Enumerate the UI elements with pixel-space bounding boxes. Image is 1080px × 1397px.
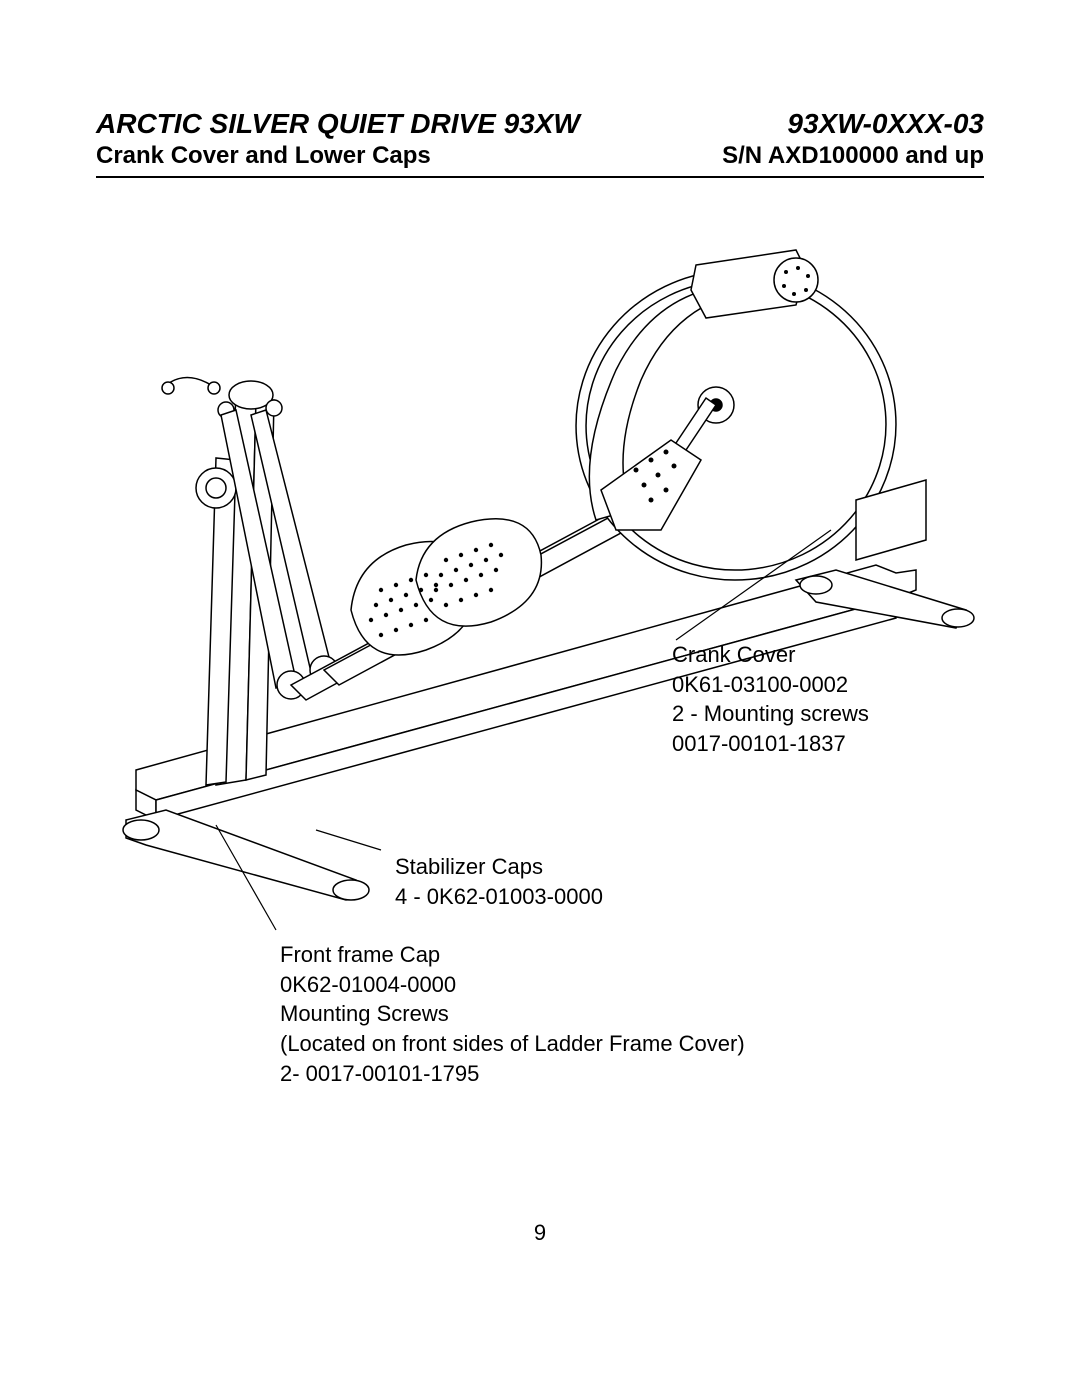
header-top-row: ARCTIC SILVER QUIET DRIVE 93XW 93XW-0XXX… (96, 108, 984, 140)
callout-stabilizer-caps: Stabilizer Caps 4 - 0K62-01003-0000 (395, 852, 603, 911)
diagram-svg (96, 210, 984, 930)
callout-line: Stabilizer Caps (395, 852, 603, 882)
parts-diagram (96, 210, 984, 930)
title-right: 93XW-0XXX-03 (787, 108, 984, 140)
callout-line: Crank Cover (672, 640, 869, 670)
callout-line: 2 - Mounting screws (672, 699, 869, 729)
callout-line: 0K62-01004-0000 (280, 970, 745, 1000)
page-header: ARCTIC SILVER QUIET DRIVE 93XW 93XW-0XXX… (96, 108, 984, 170)
subtitle-right: S/N AXD100000 and up (722, 142, 984, 170)
callout-line: 0K61-03100-0002 (672, 670, 869, 700)
header-rule (96, 176, 984, 178)
page: ARCTIC SILVER QUIET DRIVE 93XW 93XW-0XXX… (0, 0, 1080, 1397)
callout-line: (Located on front sides of Ladder Frame … (280, 1029, 745, 1059)
callout-line: Front frame Cap (280, 940, 745, 970)
title-left: ARCTIC SILVER QUIET DRIVE 93XW (96, 108, 580, 140)
callout-line: 0017-00101-1837 (672, 729, 869, 759)
callout-line: Mounting Screws (280, 999, 745, 1029)
callout-line: 4 - 0K62-01003-0000 (395, 882, 603, 912)
header-sub-row: Crank Cover and Lower Caps S/N AXD100000… (96, 142, 984, 170)
subtitle-left: Crank Cover and Lower Caps (96, 142, 431, 170)
page-number: 9 (0, 1220, 1080, 1246)
callout-front-frame-cap: Front frame Cap 0K62-01004-0000 Mounting… (280, 940, 745, 1088)
callout-line: 2- 0017-00101-1795 (280, 1059, 745, 1089)
callout-crank-cover: Crank Cover 0K61-03100-0002 2 - Mounting… (672, 640, 869, 759)
